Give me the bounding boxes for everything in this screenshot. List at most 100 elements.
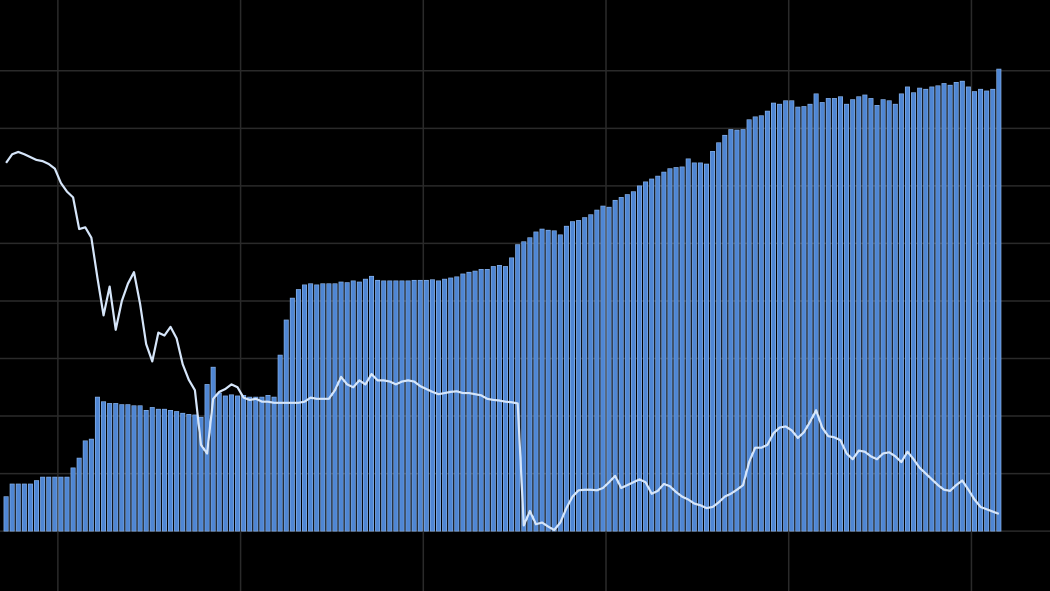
bar [630,191,636,532]
bar [320,283,326,532]
bar [929,86,935,532]
bar [545,229,551,532]
bar [295,289,301,532]
bar [460,273,466,532]
bar [570,221,575,532]
bar [369,275,375,532]
bar [326,283,332,532]
bar [515,244,521,532]
bar [850,99,856,532]
bar [82,440,88,532]
bar [844,103,850,532]
bar [618,197,624,532]
bar [917,87,923,532]
bar [137,405,143,532]
bar [423,279,429,532]
bar [746,119,752,532]
bar [472,270,478,532]
bar [795,106,801,532]
bar [277,354,283,532]
bar [637,185,642,532]
bar [9,483,15,532]
bar [46,476,52,532]
bar [710,151,716,532]
bar [649,178,655,532]
bar [679,166,685,532]
bar [198,416,204,532]
bar [466,271,472,532]
bar [563,225,569,532]
bar [149,407,155,532]
bar [143,410,149,532]
bar [539,228,545,532]
bar [600,205,606,532]
line [5,150,1000,532]
bar [685,158,691,532]
bar [582,217,588,532]
bar [76,457,82,532]
bar [40,476,46,532]
bar [52,476,58,532]
bar [454,276,460,532]
bar [338,281,344,532]
bar [594,209,600,532]
bar [259,396,265,532]
bar [253,396,259,532]
bar [831,98,837,532]
bar [210,366,216,532]
bar [880,99,886,532]
bar [655,175,661,532]
bar [107,403,113,532]
bar [308,283,314,532]
bar [241,395,247,532]
bar [904,86,910,532]
bar [770,102,776,532]
bar [192,414,198,532]
bar [271,396,277,532]
bar [381,280,387,532]
bar [691,162,697,532]
bar [161,408,167,532]
bar [588,214,594,532]
bar [898,93,904,532]
bar [971,91,977,532]
bar [27,483,33,532]
bar [478,269,484,532]
bar [387,280,393,532]
bar [448,277,454,532]
bar [923,88,929,532]
bar [411,279,417,532]
bar [344,282,350,532]
bar [935,85,941,532]
bar [101,401,107,532]
bar [88,438,94,532]
bar [3,496,9,532]
bar [302,284,308,532]
bar [527,237,533,532]
bar [521,241,527,532]
bar [168,410,174,532]
bar [886,100,892,532]
bar [874,105,880,532]
bar [417,279,423,532]
bar [722,134,728,532]
bar [289,297,295,532]
bar [819,102,825,532]
bar [496,264,502,532]
bar [624,194,630,532]
bar [716,142,722,532]
bar [606,206,612,532]
bar [125,404,131,532]
bar [405,280,411,532]
bar [283,319,289,532]
bar [332,283,338,532]
bar [204,384,210,532]
bar [612,199,618,532]
bar [789,100,795,532]
bar [892,103,898,532]
bar [94,396,100,532]
bar [643,181,649,532]
bar [807,103,813,532]
bar [953,81,959,532]
